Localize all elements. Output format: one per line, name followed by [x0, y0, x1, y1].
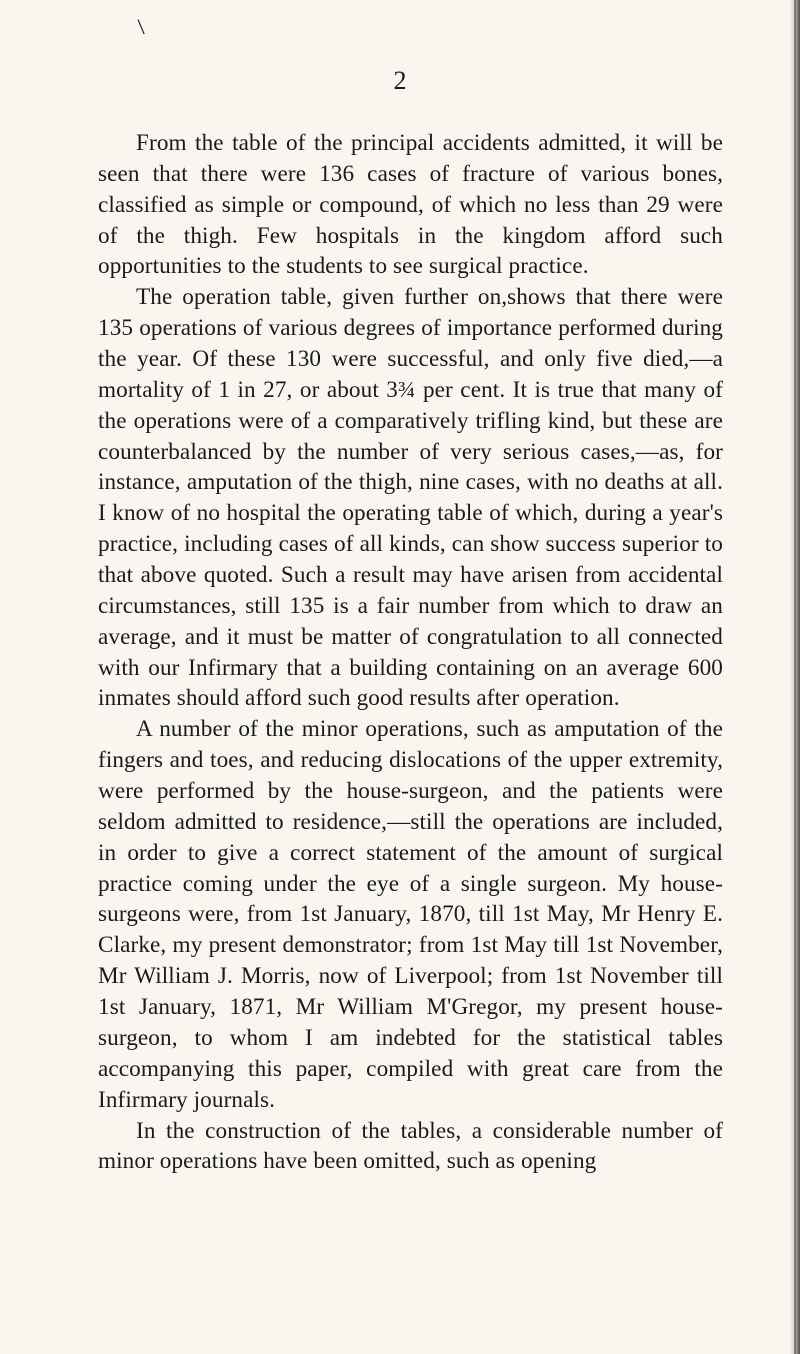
- paragraph: The operation table, given further on,sh…: [98, 282, 723, 714]
- document-page: \ 2 From the table of the principal acci…: [0, 0, 800, 1354]
- paragraph: A number of the minor operations, such a…: [98, 714, 723, 1115]
- paragraph: From the table of the principal accident…: [98, 128, 723, 282]
- page-number: 2: [0, 66, 800, 96]
- paragraph: In the construction of the tables, a con…: [98, 1116, 723, 1178]
- page-edge-shadow: [790, 0, 800, 1354]
- body-text-block: From the table of the principal accident…: [98, 128, 723, 1177]
- corner-mark: \: [137, 14, 144, 40]
